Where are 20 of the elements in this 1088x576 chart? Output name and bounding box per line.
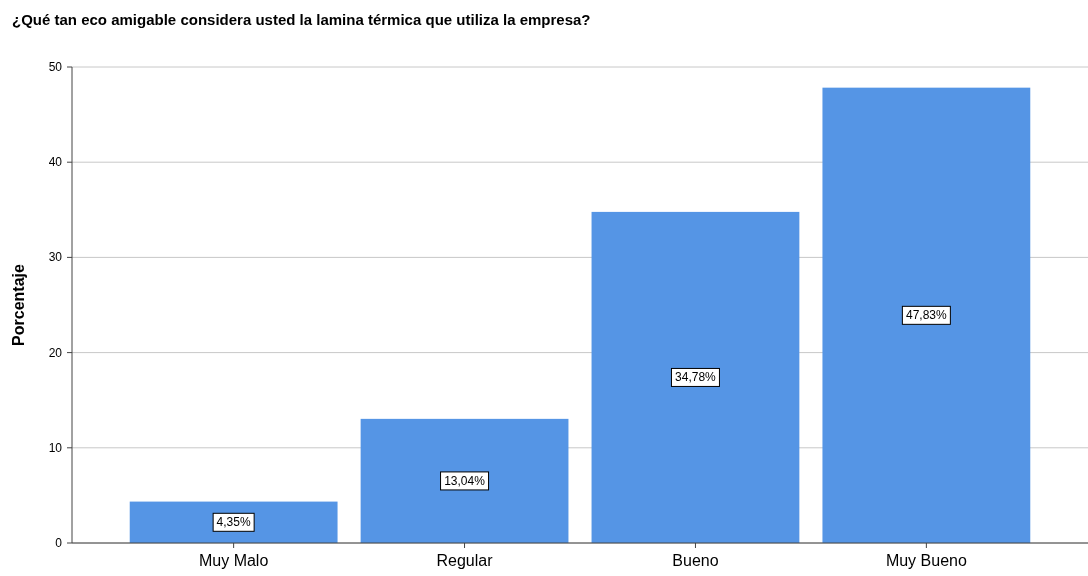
x-tick-label: Muy Bueno xyxy=(885,552,967,569)
y-tick-label: 0 xyxy=(55,536,63,550)
bar xyxy=(129,501,338,543)
y-tick-label: 40 xyxy=(48,155,63,170)
bar xyxy=(360,418,569,543)
x-tick-label: Regular xyxy=(436,552,494,569)
x-tick-label: Bueno xyxy=(672,552,719,569)
data-label: 34,78% xyxy=(675,370,717,385)
x-tick-label: Muy Malo xyxy=(198,552,269,569)
bar xyxy=(591,211,800,543)
y-tick-label: 20 xyxy=(48,345,63,360)
y-tick-label: 10 xyxy=(48,440,63,455)
chart-title: ¿Qué tan eco amigable considera usted la lamina térmica que utiliza la empresa? xyxy=(12,11,591,28)
bar xyxy=(822,87,1031,543)
data-label: 47,83% xyxy=(906,308,948,323)
data-label: 13,04% xyxy=(444,473,486,488)
y-tick-label: 50 xyxy=(48,60,63,74)
data-label: 4,35% xyxy=(216,515,251,530)
y-axis-title: Porcentaje xyxy=(10,263,27,346)
y-tick-label: 30 xyxy=(48,250,63,265)
